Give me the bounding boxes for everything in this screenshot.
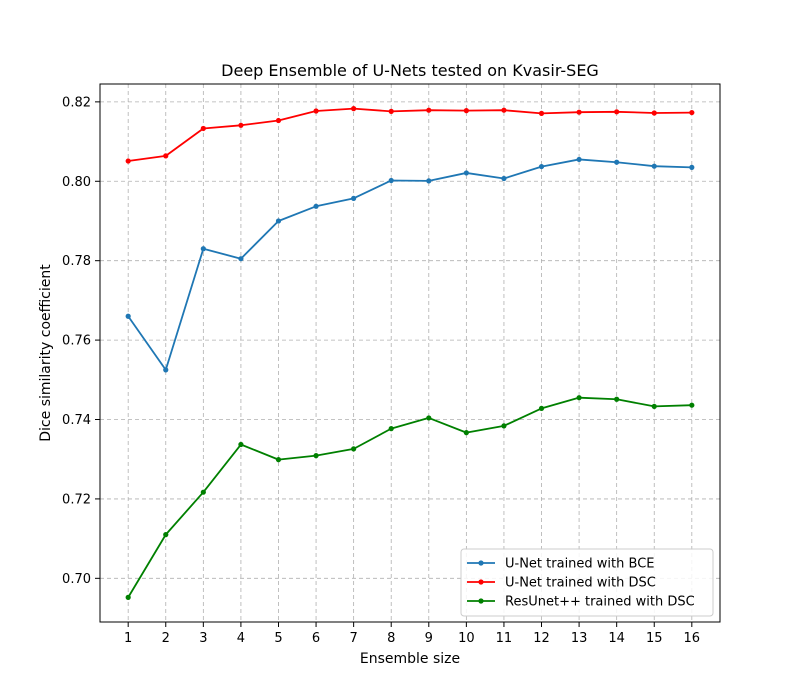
data-point (501, 175, 507, 182)
series-lines (125, 106, 695, 600)
x-tick-label: 14 (608, 631, 625, 646)
data-point (501, 423, 507, 429)
data-point (426, 178, 432, 184)
data-point (576, 156, 582, 163)
data-point (125, 158, 131, 164)
plot-frame (99, 83, 721, 623)
data-point (163, 153, 169, 159)
data-point (275, 218, 282, 224)
data-point (689, 164, 695, 170)
series-resunet-trained-with-dsc (125, 395, 695, 600)
data-point (351, 106, 357, 112)
data-point (388, 177, 394, 184)
data-point (351, 446, 357, 452)
data-point (238, 441, 244, 448)
grid (100, 84, 720, 622)
data-point (163, 532, 169, 538)
data-point (163, 367, 169, 373)
x-tick-label: 5 (274, 631, 282, 646)
data-point (689, 402, 695, 408)
x-tick-label: 15 (646, 631, 663, 646)
x-tick-label: 13 (571, 631, 588, 646)
data-point (538, 405, 545, 411)
data-point (275, 457, 282, 463)
data-point (463, 108, 469, 114)
data-point (576, 395, 582, 401)
series-u-net-trained-with-bce (125, 156, 695, 373)
data-point (614, 396, 620, 402)
y-tick-label: 0.74 (62, 413, 91, 428)
series-u-net-trained-with-dsc (125, 106, 695, 164)
data-point (388, 426, 394, 432)
data-point (463, 170, 469, 176)
data-point (200, 125, 206, 132)
x-tick-label: 3 (199, 631, 207, 646)
data-point (200, 246, 206, 252)
y-tick-label: 0.72 (62, 492, 91, 507)
x-axis-label: Ensemble size (360, 651, 460, 667)
data-point (125, 313, 131, 319)
data-point (125, 594, 131, 600)
data-point (538, 163, 545, 170)
y-tick-label: 0.70 (62, 572, 91, 587)
data-point (538, 110, 545, 116)
data-point (426, 107, 432, 113)
series-line (127, 158, 692, 371)
data-point (614, 159, 620, 165)
x-tick-label: 2 (162, 631, 170, 646)
data-point (501, 107, 507, 113)
legend-label: ResUnet++ trained with DSC (505, 595, 695, 610)
data-point (426, 415, 432, 421)
data-point (651, 163, 657, 169)
series-line (128, 107, 692, 162)
legend: U-Net trained with BCE U-Net trained with… (460, 548, 714, 617)
data-point (313, 203, 319, 209)
data-point (463, 430, 469, 436)
x-tick-label: 10 (458, 631, 475, 646)
legend-label: U-Net trained with DSC (505, 576, 656, 591)
data-point (275, 117, 282, 124)
data-point (614, 109, 620, 115)
legend-marker (478, 598, 484, 604)
legend-label: U-Net trained with BCE (505, 557, 655, 572)
x-tick-label: 16 (684, 631, 701, 646)
x-tick-label: 11 (496, 631, 513, 646)
legend-box (460, 548, 714, 617)
data-point (238, 256, 244, 262)
data-point (238, 122, 244, 128)
x-tick-label: 1 (124, 631, 132, 646)
data-point (651, 403, 657, 410)
y-tick-label: 0.82 (62, 95, 91, 110)
y-tick-label: 0.80 (62, 175, 91, 190)
data-point (200, 489, 206, 495)
data-point (313, 453, 319, 459)
legend-marker (478, 579, 484, 585)
y-tick-label: 0.76 (62, 334, 91, 349)
data-point (351, 195, 357, 201)
chart-title: Deep Ensemble of U-Nets tested on Kvasir… (221, 61, 599, 80)
data-point (388, 108, 394, 114)
axis-ticks: 1 2 3 4 5 6 7 8 9 10 11 12 13 14 15 160.700.720.740.760… (62, 95, 700, 646)
y-axis-label: Dice similarity coefficient (38, 264, 54, 442)
x-tick-label: 7 (349, 631, 357, 646)
y-tick-label: 0.78 (62, 254, 91, 269)
data-point (313, 108, 319, 114)
data-point (576, 109, 582, 115)
legend-marker (478, 560, 484, 566)
x-tick-label: 12 (533, 631, 550, 646)
x-tick-label: 4 (237, 631, 245, 646)
data-point (689, 109, 695, 116)
data-point (651, 110, 657, 116)
x-tick-label: 6 (312, 631, 320, 646)
x-tick-label: 9 (425, 631, 433, 646)
series-line (127, 396, 692, 598)
x-tick-label: 8 (387, 631, 395, 646)
